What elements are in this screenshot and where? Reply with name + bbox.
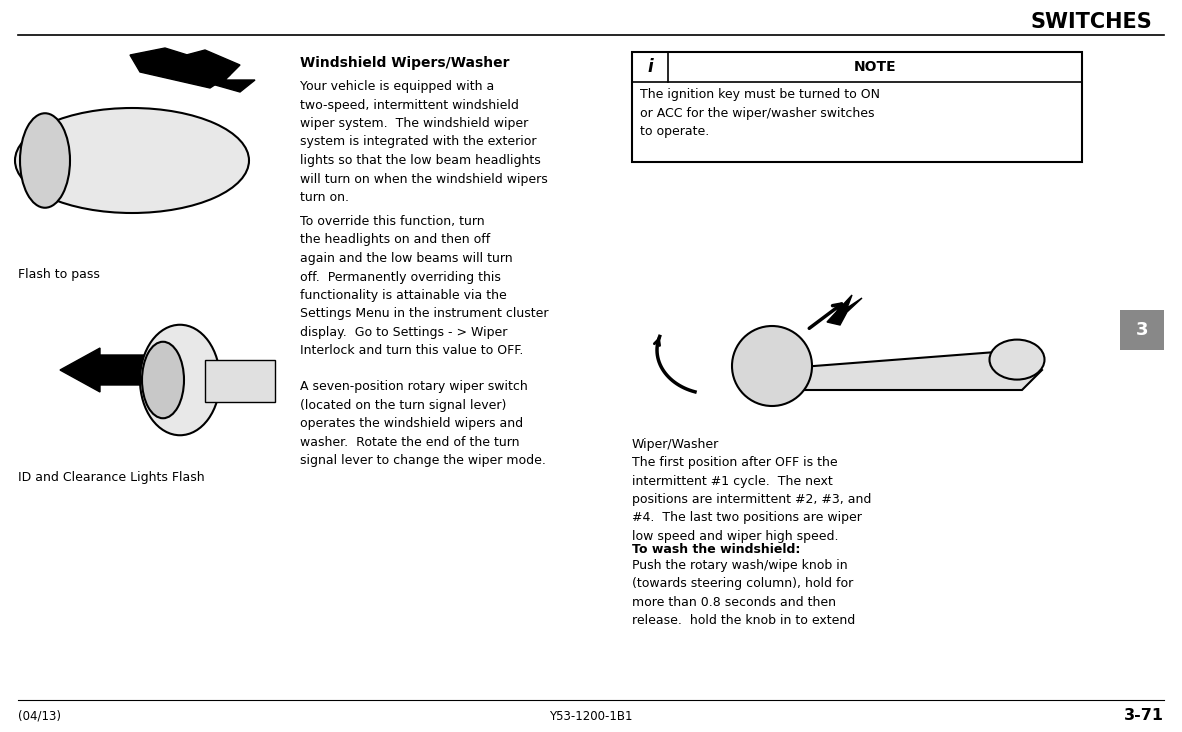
Ellipse shape	[989, 340, 1045, 380]
Text: NOTE: NOTE	[853, 60, 896, 74]
Polygon shape	[827, 295, 862, 325]
Ellipse shape	[139, 325, 220, 436]
Polygon shape	[762, 350, 1043, 390]
Text: Y53-1200-1B1: Y53-1200-1B1	[550, 709, 632, 722]
Ellipse shape	[142, 342, 184, 418]
Text: The ignition key must be turned to ON
or ACC for the wiper/washer switches
to op: The ignition key must be turned to ON or…	[639, 88, 881, 138]
Text: A seven-position rotary wiper switch
(located on the turn signal lever)
operates: A seven-position rotary wiper switch (lo…	[300, 380, 546, 467]
Text: Flash to pass: Flash to pass	[18, 268, 99, 281]
Ellipse shape	[15, 108, 249, 213]
Ellipse shape	[20, 113, 70, 208]
Text: To override this function, turn
the headlights on and then off
again and the low: To override this function, turn the head…	[300, 215, 548, 357]
Bar	[632, 52, 1082, 162]
Text: Your vehicle is equipped with a
two-speed, intermittent windshield
wiper system.: Your vehicle is equipped with a two-spee…	[300, 80, 547, 204]
Polygon shape	[175, 50, 255, 92]
Text: Windshield Wipers/Washer: Windshield Wipers/Washer	[300, 56, 509, 70]
Text: To wash the windshield:: To wash the windshield:	[632, 543, 800, 556]
Text: Wiper/Washer: Wiper/Washer	[632, 438, 720, 451]
Ellipse shape	[732, 326, 812, 406]
Text: i: i	[647, 58, 652, 76]
Text: 3: 3	[1136, 321, 1148, 339]
Text: 3-71: 3-71	[1124, 709, 1164, 723]
Text: The first position after OFF is the
intermittent #1 cycle.  The next
positions a: The first position after OFF is the inte…	[632, 456, 871, 543]
Text: SWITCHES: SWITCHES	[1031, 12, 1152, 32]
Polygon shape	[60, 348, 145, 392]
Text: ID and Clearance Lights Flash: ID and Clearance Lights Flash	[18, 471, 204, 484]
Bar	[204, 359, 275, 402]
Text: Push the rotary wash/wipe knob in
(towards steering column), hold for
more than : Push the rotary wash/wipe knob in (towar…	[632, 559, 856, 627]
Text: (04/13): (04/13)	[18, 709, 61, 722]
Bar	[1121, 310, 1164, 350]
Polygon shape	[130, 48, 230, 88]
